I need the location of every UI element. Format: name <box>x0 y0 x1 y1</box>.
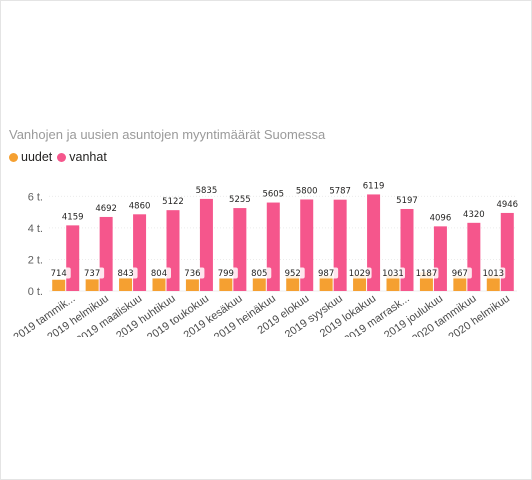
bar-uudet[interactable] <box>252 278 266 291</box>
data-label-uudet: 1187 <box>416 269 438 279</box>
data-label-vanhat: 4692 <box>95 204 117 214</box>
data-label-uudet: 1029 <box>349 269 371 279</box>
data-label-uudet: 1013 <box>482 269 504 279</box>
data-label-vanhat: 6119 <box>363 181 385 191</box>
data-label-box-uudet <box>180 267 205 279</box>
bar-uudet[interactable] <box>152 278 166 291</box>
bar-vanhat[interactable] <box>467 222 481 291</box>
data-label-box-uudet <box>113 267 138 279</box>
data-label-vanhat: 4096 <box>430 213 452 223</box>
bar-vanhat[interactable] <box>99 216 113 291</box>
legend-label-vanhat: vanhat <box>69 150 107 164</box>
legend-label-uudet: uudet <box>21 150 53 164</box>
chart-title: Vanhojen ja uusien asuntojen myyntimäärä… <box>9 127 326 142</box>
data-label-vanhat: 5605 <box>262 190 284 200</box>
data-label-box-uudet <box>213 267 238 279</box>
bar-uudet[interactable] <box>185 279 199 291</box>
data-label-uudet: 1031 <box>382 269 404 279</box>
data-label-vanhat: 4946 <box>496 200 518 210</box>
data-label-box-uudet <box>247 267 272 279</box>
legend-marker-uudet <box>9 152 18 162</box>
bar-uudet[interactable] <box>52 279 66 291</box>
data-label-vanhat: 5197 <box>396 196 418 206</box>
data-label-box-uudet <box>381 267 405 279</box>
data-label-uudet: 737 <box>84 269 100 279</box>
bar-vanhat[interactable] <box>233 208 247 291</box>
data-label-vanhat: 5255 <box>229 195 251 205</box>
data-label-box-uudet <box>447 267 472 279</box>
data-label-uudet: 952 <box>285 269 301 279</box>
bar-uudet[interactable] <box>286 275 300 291</box>
data-label-box-uudet <box>414 267 439 279</box>
bar-vanhat[interactable] <box>433 226 447 291</box>
data-label-vanhat: 4860 <box>129 201 151 211</box>
bar-vanhat[interactable] <box>166 210 180 291</box>
bar-vanhat[interactable] <box>500 212 514 291</box>
chart-visual[interactable]: Vanhojen ja uusien asuntojen myyntimäärä… <box>9 127 525 337</box>
data-label-vanhat: 4159 <box>62 212 84 222</box>
legend-marker-vanhat <box>57 152 67 162</box>
bar-vanhat[interactable] <box>367 194 381 291</box>
bar-uudet[interactable] <box>85 279 99 291</box>
y-tick-label: 2 t. <box>28 254 43 266</box>
bar-uudet[interactable] <box>453 275 467 291</box>
data-label-box-uudet <box>46 267 71 279</box>
bar-vanhat[interactable] <box>66 225 80 291</box>
y-tick-label: 4 t. <box>28 223 43 235</box>
data-label-box-uudet <box>314 267 339 279</box>
data-label-uudet: 843 <box>117 269 133 279</box>
data-label-vanhat: 4320 <box>463 210 485 220</box>
bar-uudet[interactable] <box>353 274 367 291</box>
data-label-uudet: 804 <box>151 269 167 279</box>
legend-item-vanhat[interactable]: vanhat <box>57 150 107 164</box>
data-label-uudet: 967 <box>452 269 468 279</box>
bar-uudet[interactable] <box>319 275 333 291</box>
data-label-uudet: 799 <box>218 269 234 279</box>
bar-uudet[interactable] <box>119 277 133 291</box>
y-tick-label: 6 t. <box>28 191 43 203</box>
data-label-box-uudet <box>80 267 105 279</box>
bar-uudet[interactable] <box>386 274 400 291</box>
bar-vanhat[interactable] <box>133 214 147 291</box>
bar-uudet[interactable] <box>486 275 500 291</box>
data-label-box-uudet <box>347 267 372 279</box>
bar-uudet[interactable] <box>219 278 233 291</box>
data-label-vanhat: 5800 <box>296 186 318 196</box>
legend-item-uudet[interactable]: uudet <box>9 150 52 164</box>
data-label-uudet: 736 <box>184 269 200 279</box>
y-tick-label: 0 t. <box>28 286 43 298</box>
data-label-vanhat: 5122 <box>162 197 184 207</box>
data-label-box-uudet <box>280 267 305 279</box>
data-label-box-uudet <box>481 267 506 279</box>
data-label-uudet: 714 <box>51 269 67 279</box>
data-label-vanhat: 5787 <box>329 187 351 197</box>
data-label-uudet: 805 <box>251 269 267 279</box>
legend: uudet vanhat <box>9 150 112 164</box>
data-label-vanhat: 5835 <box>196 186 218 196</box>
data-label-uudet: 987 <box>318 269 334 279</box>
data-label-box-uudet <box>147 267 171 279</box>
